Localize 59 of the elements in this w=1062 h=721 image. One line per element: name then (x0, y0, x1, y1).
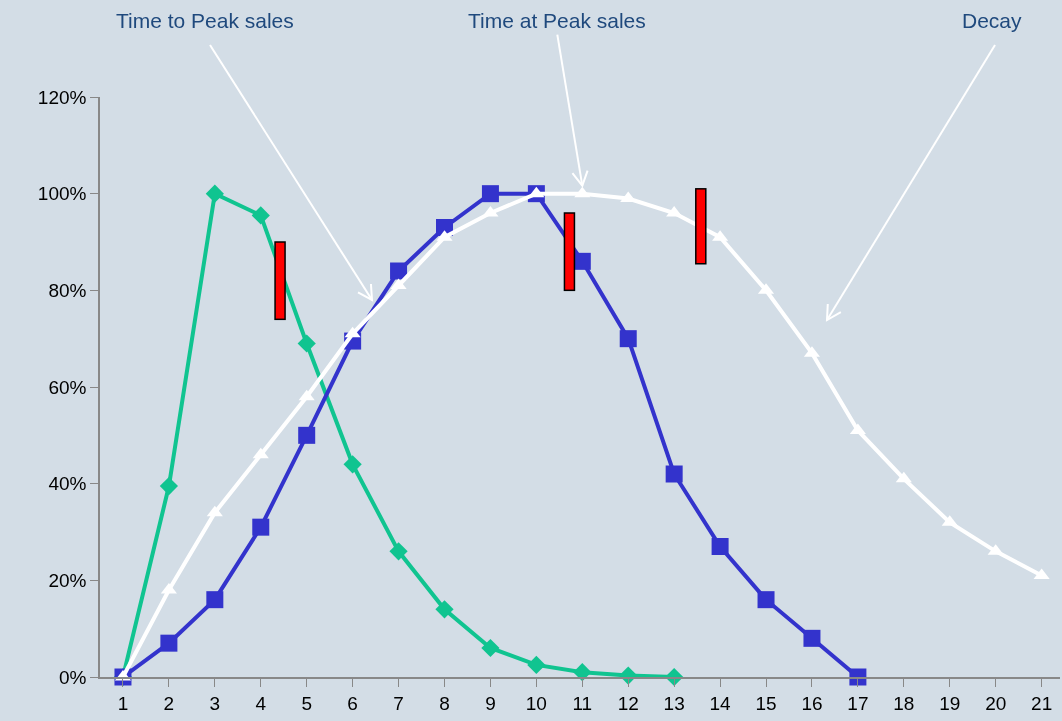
point (895, 471, 912, 483)
x-tick-label: 3 (209, 692, 221, 714)
x-tick-label: 15 (755, 692, 777, 714)
point (665, 465, 683, 483)
point (251, 206, 270, 225)
x-tick-label: 12 (617, 692, 639, 714)
point (573, 252, 591, 270)
y-tick-label: 80% (48, 279, 87, 301)
x-tick-label: 10 (525, 692, 547, 714)
point (159, 476, 178, 496)
point (711, 538, 729, 555)
x-tick-label: 11 (572, 692, 593, 714)
point (528, 186, 545, 198)
x-tick-label: 14 (709, 692, 732, 714)
point (619, 330, 637, 348)
x-tick-label: 9 (485, 692, 496, 714)
point (297, 334, 316, 353)
x-tick-label: 13 (663, 692, 685, 714)
x-tick-label: 4 (255, 692, 267, 714)
point (298, 426, 316, 444)
point (481, 185, 499, 203)
y-tick-label: 20% (48, 569, 87, 591)
y-tick-label: 60% (48, 376, 87, 398)
x-tick-label: 20 (985, 692, 1007, 714)
point (206, 591, 224, 609)
point (343, 455, 362, 474)
x-tick-label: 17 (847, 692, 869, 714)
text: Decay (962, 9, 1023, 32)
x-tick-label: 19 (939, 692, 961, 714)
point (252, 447, 269, 459)
point (344, 326, 361, 338)
point (435, 600, 454, 619)
point (206, 505, 223, 517)
x-tick-label: 1 (117, 692, 129, 714)
y-tick-label: 40% (48, 473, 87, 495)
x-tick-label: 6 (347, 692, 358, 714)
point (757, 591, 775, 609)
point (574, 186, 591, 198)
point (205, 184, 224, 203)
point (252, 518, 270, 536)
point (298, 389, 315, 401)
x-tick-label: 5 (301, 692, 312, 714)
point (803, 629, 821, 647)
point (527, 655, 546, 675)
x-tick-label: 2 (163, 692, 175, 714)
x-tick-label: 21 (1031, 692, 1053, 714)
x-tick-label: 8 (439, 692, 450, 714)
point (390, 262, 408, 280)
y-tick-label: 120% (37, 86, 87, 108)
point (160, 634, 178, 652)
annotation: Time at Peak sales (468, 9, 646, 32)
point (481, 638, 500, 658)
x-tick-label: 18 (893, 692, 915, 714)
y-tick-label: 0% (58, 666, 87, 688)
point (389, 542, 408, 561)
x-tick-label: 7 (393, 692, 404, 714)
text: Time to Peak sales (116, 9, 294, 32)
x-tick-label: 16 (801, 692, 823, 714)
y-tick-label: 100% (37, 183, 87, 205)
